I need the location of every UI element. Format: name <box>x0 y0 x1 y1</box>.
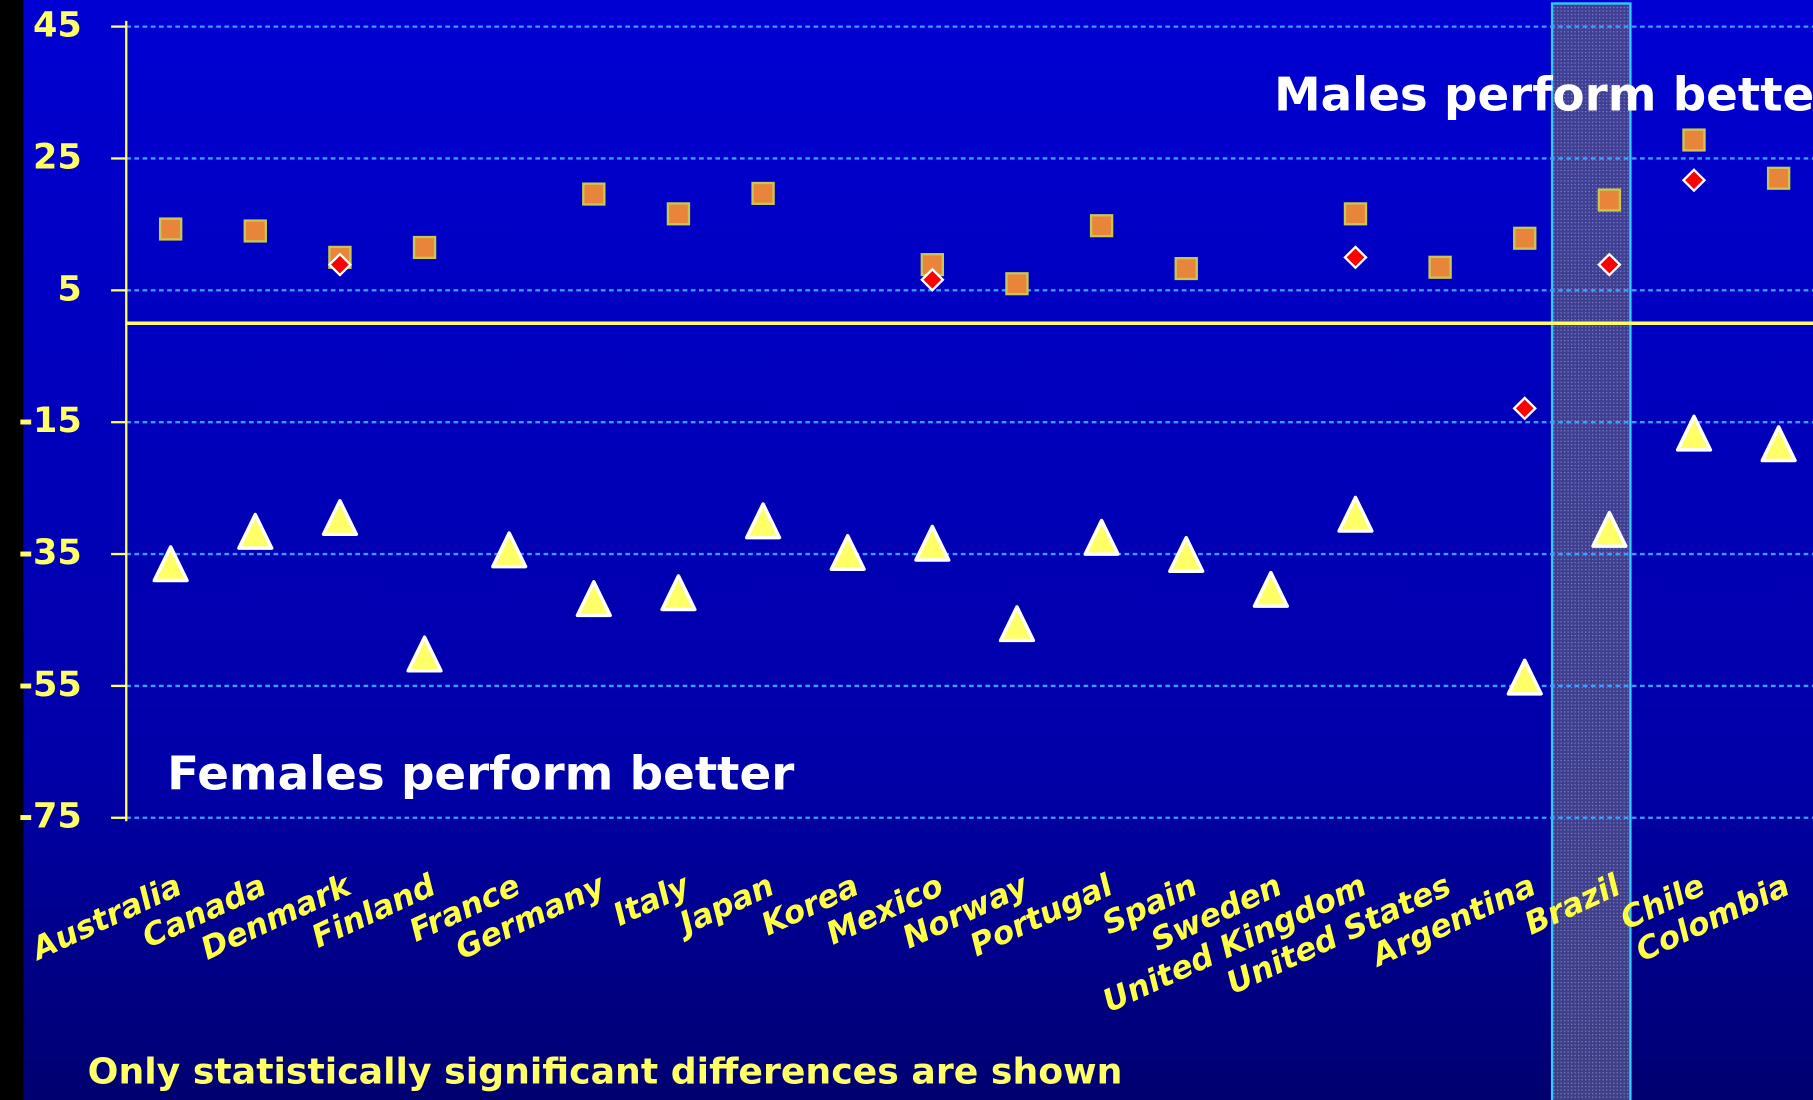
triangle-marker <box>660 574 697 612</box>
background <box>23 0 1813 1100</box>
diamond-marker <box>1597 252 1622 277</box>
square-marker <box>582 182 606 206</box>
square-marker <box>751 181 775 205</box>
square-marker <box>1428 255 1452 279</box>
diamond-marker <box>327 252 353 277</box>
triangle-marker <box>1337 495 1374 533</box>
highlight-band <box>1550 2 1632 1100</box>
square-marker <box>1682 128 1706 152</box>
square-marker <box>1513 226 1537 250</box>
triangle-marker <box>1506 658 1543 696</box>
y-tick-label: 5 <box>57 269 81 309</box>
square-marker <box>1089 214 1114 238</box>
triangle-marker <box>829 533 866 571</box>
y-tick-label: -35 <box>18 533 81 573</box>
square-marker <box>243 219 267 243</box>
square-marker <box>1597 188 1622 212</box>
square-marker <box>666 202 691 226</box>
y-tick-label: -75 <box>18 797 81 837</box>
triangle-marker <box>406 635 443 673</box>
triangle-marker <box>744 502 782 540</box>
square-marker <box>412 235 437 260</box>
square-marker <box>158 217 183 241</box>
triangle-marker <box>152 545 189 583</box>
square-marker <box>1174 257 1198 281</box>
y-tick-label: 25 <box>33 138 82 178</box>
triangle-marker <box>237 512 274 550</box>
y-tick-label: 45 <box>33 6 82 46</box>
y-tick-label: -55 <box>18 665 81 705</box>
triangle-marker <box>1168 535 1205 573</box>
triangle-marker <box>491 531 528 569</box>
triangle-marker <box>1675 414 1713 452</box>
diamond-marker <box>1343 245 1368 270</box>
triangle-marker <box>1760 425 1797 463</box>
triangle-marker <box>914 524 951 562</box>
triangle-marker <box>575 580 612 618</box>
footnote: Only statistically significant differenc… <box>88 1052 1123 1093</box>
square-marker <box>1005 272 1029 296</box>
triangle-marker <box>1083 518 1120 556</box>
diamond-marker <box>1512 396 1537 421</box>
diamond-marker <box>1681 168 1707 193</box>
y-tick-label: -15 <box>18 401 81 441</box>
triangle-marker <box>1591 510 1628 548</box>
square-marker <box>1343 202 1368 226</box>
annotation: Females perform better <box>167 747 794 801</box>
annotation: Males perform better <box>1274 68 1813 122</box>
square-marker <box>1766 166 1791 190</box>
triangle-marker <box>998 605 1036 643</box>
diamond-marker <box>920 267 945 292</box>
triangle-marker <box>321 499 359 537</box>
triangle-marker <box>1252 570 1289 608</box>
